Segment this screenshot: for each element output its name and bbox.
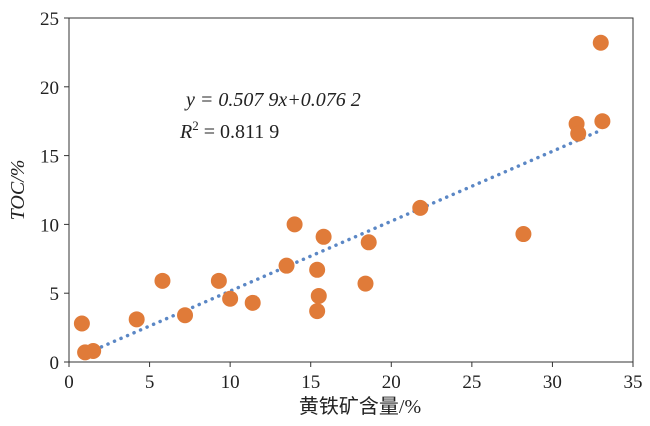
y-axis-title: TOC/% — [7, 160, 29, 221]
data-point — [85, 342, 102, 359]
x-tick-label: 5 — [145, 372, 155, 393]
r-squared-value: = 0.811 9 — [199, 121, 280, 143]
y-tick-label: 10 — [40, 215, 59, 236]
y-tick-label: 5 — [50, 284, 60, 305]
data-point — [222, 290, 239, 307]
x-tick-label: 25 — [462, 372, 481, 393]
data-point — [570, 125, 587, 142]
x-axis-title: 黄铁矿含量/% — [299, 395, 421, 418]
data-point — [210, 272, 227, 289]
data-point — [309, 261, 326, 278]
regression-annotation: y = 0.507 9x+0.076 2 R2 = 0.811 9 — [179, 89, 361, 143]
r-squared-label: R2 = 0.811 9 — [179, 118, 279, 143]
data-point — [515, 226, 532, 243]
trendline — [80, 127, 605, 358]
data-point — [357, 275, 374, 292]
plot-frame — [68, 17, 634, 363]
data-point — [286, 216, 303, 233]
equation-label: y = 0.507 9x+0.076 2 — [184, 89, 361, 111]
y-tick-label: 0 — [50, 353, 60, 374]
x-tick-label: 15 — [301, 372, 320, 393]
x-tick-label: 35 — [624, 372, 643, 393]
data-point — [154, 272, 171, 289]
data-point — [278, 257, 295, 274]
x-tick-label: 30 — [543, 372, 562, 393]
x-tick-label: 20 — [382, 372, 401, 393]
r-squared-symbol: R — [179, 121, 192, 143]
data-point — [592, 34, 609, 51]
data-point — [73, 315, 90, 332]
data-point — [594, 113, 611, 130]
x-tick-label: 0 — [64, 372, 74, 393]
data-point — [309, 303, 326, 320]
axes: 0 5 10 15 20 25 30 35 0 5 10 15 20 25 — [40, 9, 643, 393]
trendline-layer — [80, 127, 605, 358]
r-squared-superscript: 2 — [192, 118, 199, 133]
data-point — [128, 311, 145, 328]
data-point — [360, 234, 377, 251]
data-point — [412, 199, 429, 216]
y-tick-label: 20 — [40, 78, 59, 99]
y-tick-label: 25 — [40, 9, 59, 30]
data-points — [73, 34, 611, 361]
y-tick-label: 15 — [40, 147, 59, 168]
data-point — [315, 228, 332, 245]
data-point — [244, 294, 261, 311]
data-point — [310, 287, 327, 304]
data-point — [177, 307, 194, 324]
x-tick-label: 10 — [221, 372, 240, 393]
